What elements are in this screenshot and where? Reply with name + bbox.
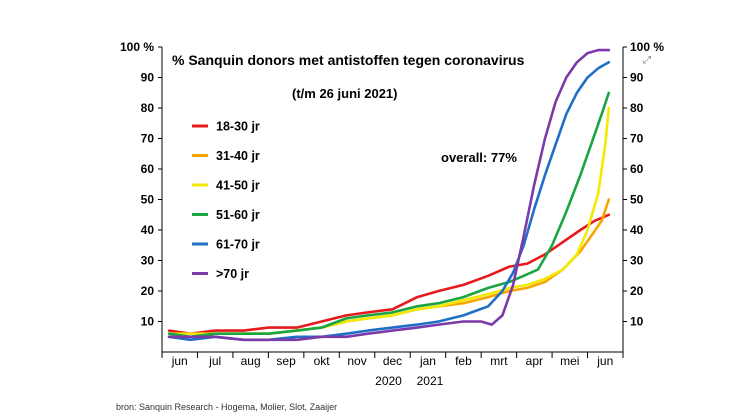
y-tick-label-right: 40 (630, 223, 644, 237)
y-tick-label-left: 20 (141, 284, 155, 298)
x-tick-label: mei (560, 354, 579, 368)
x-year-label: 2020 (375, 374, 402, 388)
series-line-61-70-jr (167, 61, 611, 342)
y-tick-label-left: 80 (141, 101, 155, 115)
y-tick-label-left: 60 (141, 162, 155, 176)
legend-label: 31-40 jr (216, 149, 260, 163)
overall-annotation: overall: 77% (441, 150, 517, 165)
chart-title: % Sanquin donors met antistoffen tegen c… (172, 52, 525, 68)
y-tick-label-right: 90 (630, 71, 644, 85)
series-line-18-30-jr (167, 213, 611, 335)
legend-label: 61-70 jr (216, 238, 260, 252)
expand-icon[interactable]: ⤢ (643, 55, 651, 66)
y-tick-label-right: 80 (630, 101, 644, 115)
legend: 18-30 jr 31-40 jr 41-50 jr 51-60 jr 61-70 jr… (192, 120, 260, 281)
x-tick-label: jul (208, 354, 221, 368)
x-tick-label: jun (596, 354, 613, 368)
x-tick-label: jan (419, 354, 436, 368)
y-tick-label-left: 50 (141, 193, 155, 207)
legend-label: 51-60 jr (216, 208, 260, 222)
x-tick-label: jun (171, 354, 188, 368)
legend-label: >70 jr (216, 267, 249, 281)
x-tick-label: apr (526, 354, 543, 368)
y-tick-label-left: 40 (141, 223, 155, 237)
y-tick-label-left: 100 % (120, 40, 154, 54)
y-tick-label-right: 10 (630, 315, 644, 329)
y-tick-label-right: 50 (630, 193, 644, 207)
series-layer (167, 48, 611, 342)
x-tick-label: okt (314, 354, 331, 368)
series-line-70-jr (167, 48, 611, 342)
y-tick-label-left: 30 (141, 254, 155, 268)
source-note: bron: Sanquin Research - Hogema, Molier,… (116, 402, 337, 412)
legend-label: 41-50 jr (216, 179, 260, 193)
x-tick-label: dec (383, 354, 402, 368)
y-tick-label-right: 60 (630, 162, 644, 176)
y-tick-label-left: 90 (141, 71, 155, 85)
x-tick-label: nov (347, 354, 366, 368)
y-tick-label-right: 70 (630, 132, 644, 146)
x-tick-label: feb (455, 354, 472, 368)
chart-subtitle: (t/m 26 juni 2021) (292, 86, 397, 101)
y-tick-label-right: 30 (630, 254, 644, 268)
y-tick-label-right: 20 (630, 284, 644, 298)
series-line-51-60-jr (167, 91, 611, 339)
y-tick-label-left: 70 (141, 132, 155, 146)
legend-label: 18-30 jr (216, 120, 260, 134)
x-year-label: 2021 (417, 374, 444, 388)
x-tick-label: aug (241, 354, 261, 368)
x-tick-label: mrt (490, 354, 508, 368)
y-tick-label-right: 100 % (630, 40, 664, 54)
axes: 10 20 30 40 50 60 70 80 90 100 % 10 20 30 40 50 60 70 80 9… (120, 40, 664, 388)
y-tick-label-left: 10 (141, 315, 155, 329)
x-tick-label: sep (276, 354, 296, 368)
